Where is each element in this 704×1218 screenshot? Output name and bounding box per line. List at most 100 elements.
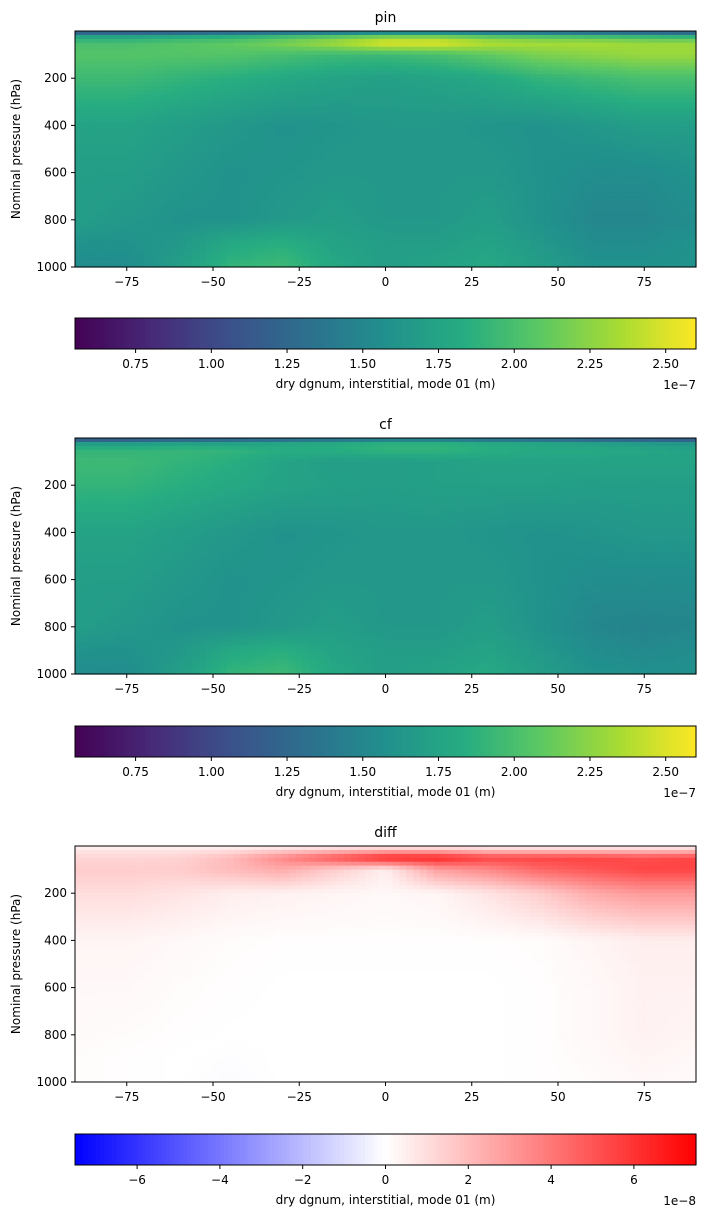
heatmap-cell <box>406 82 414 87</box>
heatmap-cell <box>268 215 276 221</box>
heatmap-cell <box>482 34 490 40</box>
heatmap-cell <box>219 180 228 185</box>
heatmap-cell <box>144 156 152 162</box>
heatmap-cell <box>647 86 656 91</box>
heatmap-cell <box>406 208 414 213</box>
heatmap-cell <box>309 164 318 170</box>
heatmap-cell <box>164 58 173 64</box>
heatmap-cell <box>157 200 166 205</box>
heatmap-cell <box>233 117 242 123</box>
heatmap-cell <box>81 62 90 67</box>
heatmap-cell <box>502 129 511 134</box>
heatmap-cell <box>364 156 373 162</box>
heatmap-cell <box>192 231 200 237</box>
heatmap-cell <box>247 86 255 91</box>
heatmap-cell <box>392 247 400 252</box>
heatmap-cell <box>523 93 531 99</box>
heatmap-cell <box>654 86 663 91</box>
heatmap-cell <box>523 219 531 225</box>
heatmap-cell <box>578 46 587 52</box>
heatmap-cell <box>433 227 442 233</box>
heatmap-cell <box>302 223 311 229</box>
heatmap-cell <box>433 172 442 178</box>
heatmap-cell <box>537 34 545 40</box>
heatmap-cell <box>640 105 649 111</box>
heatmap-cell <box>606 97 614 103</box>
heatmap-cell <box>185 168 193 174</box>
heatmap-cell <box>461 164 469 170</box>
heatmap-cell <box>323 141 331 146</box>
heatmap-cell <box>530 188 538 193</box>
heatmap-cell <box>585 243 594 248</box>
heatmap-cell <box>130 121 138 126</box>
heatmap-cell <box>606 211 614 217</box>
heatmap-cell <box>475 93 483 99</box>
heatmap-cell <box>323 113 331 119</box>
heatmap-cell <box>171 42 180 48</box>
heatmap-cell <box>440 243 449 248</box>
heatmap-cell <box>247 82 255 87</box>
heatmap-cell <box>247 113 255 119</box>
heatmap-cell <box>585 164 594 170</box>
heatmap-cell <box>578 227 587 233</box>
heatmap-cell <box>509 42 518 48</box>
heatmap-cell <box>337 82 345 87</box>
heatmap-cell <box>537 66 545 71</box>
heatmap-cell <box>130 192 138 197</box>
heatmap-cell <box>81 211 90 217</box>
heatmap-cell <box>468 172 476 178</box>
heatmap-cell <box>226 93 235 99</box>
heatmap-cell <box>627 215 635 221</box>
heatmap-cell <box>689 164 697 170</box>
heatmap-cell <box>357 223 366 229</box>
heatmap-cell <box>226 223 235 229</box>
heatmap-cell <box>254 211 262 217</box>
heatmap-cell <box>640 223 649 229</box>
heatmap-cell <box>219 196 228 201</box>
heatmap-cell <box>689 82 697 87</box>
heatmap-cell <box>185 152 193 158</box>
heatmap-cell <box>219 66 228 71</box>
heatmap-cell <box>144 180 152 185</box>
heatmap-cell <box>337 58 345 64</box>
heatmap-cell <box>213 74 221 79</box>
heatmap-cell <box>357 97 366 103</box>
heatmap-cell <box>399 180 407 185</box>
heatmap-cell <box>323 97 331 103</box>
heatmap-cell <box>199 208 207 213</box>
heatmap-cell <box>668 133 676 138</box>
heatmap-cell <box>185 42 193 48</box>
heatmap-cell <box>537 97 545 103</box>
heatmap-cell <box>489 82 497 87</box>
heatmap-cell <box>185 58 193 64</box>
heatmap-cell <box>564 105 573 111</box>
heatmap-cell <box>392 125 400 130</box>
heatmap-cell <box>295 200 304 205</box>
heatmap-cell <box>571 46 580 52</box>
heatmap-cell <box>88 31 97 36</box>
heatmap-cell <box>302 82 311 87</box>
heatmap-cell <box>344 117 352 123</box>
heatmap-cell <box>357 86 366 91</box>
heatmap-cell <box>123 105 131 111</box>
heatmap-cell <box>185 137 193 142</box>
heatmap-cell <box>144 31 152 36</box>
heatmap-cell <box>95 86 104 91</box>
heatmap-cell <box>599 82 607 87</box>
heatmap-cell <box>530 74 538 79</box>
heatmap-cell <box>378 82 387 87</box>
heatmap-cell <box>357 211 366 217</box>
heatmap-cell <box>171 223 180 229</box>
heatmap-cell <box>509 46 518 52</box>
heatmap-cell <box>585 160 594 166</box>
heatmap-cell <box>130 152 138 158</box>
heatmap-cell <box>123 208 131 213</box>
heatmap-cell <box>682 192 690 197</box>
heatmap-cell <box>551 34 559 40</box>
heatmap-cell <box>364 141 373 146</box>
heatmap-cell <box>88 243 97 248</box>
heatmap-cell <box>247 149 255 154</box>
heatmap-cell <box>295 243 304 248</box>
heatmap-cell <box>364 211 373 217</box>
heatmap-cell <box>509 121 518 126</box>
